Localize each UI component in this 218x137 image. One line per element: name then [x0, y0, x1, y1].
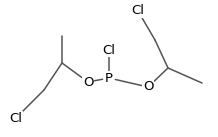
- Text: Cl: Cl: [10, 112, 22, 125]
- Text: Cl: Cl: [102, 44, 116, 56]
- Text: O: O: [143, 81, 153, 93]
- Text: P: P: [105, 72, 113, 85]
- Text: O: O: [83, 75, 93, 89]
- Text: Cl: Cl: [131, 5, 145, 18]
